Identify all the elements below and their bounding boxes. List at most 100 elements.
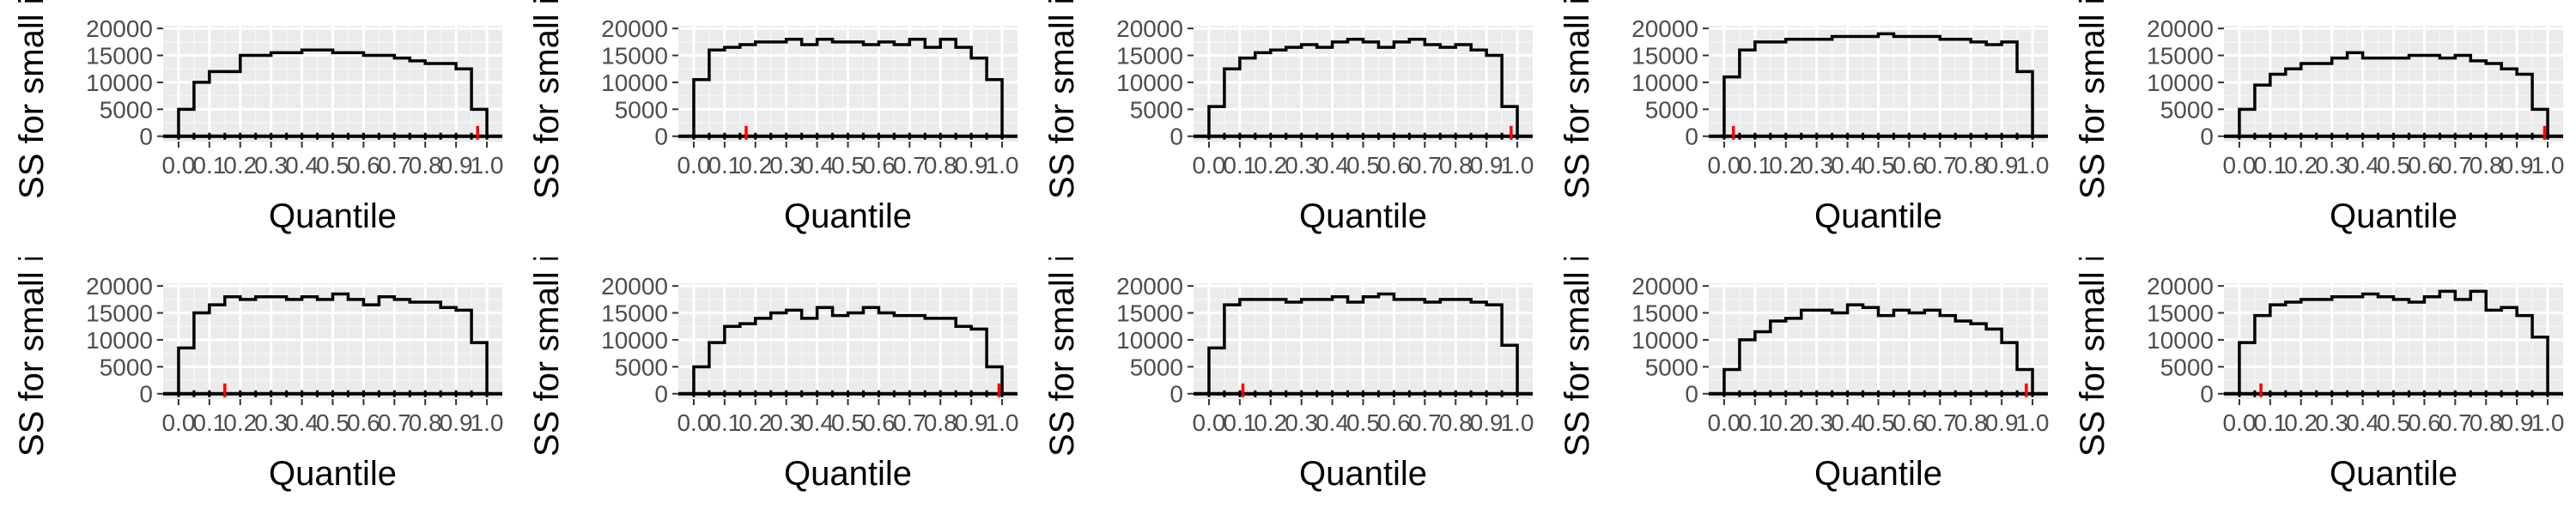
y-tick-label: 0: [1170, 381, 1183, 408]
y-tick-label: 5000: [2160, 354, 2214, 380]
x-tick-label: 0.6: [2408, 152, 2441, 179]
x-tick-label: 0.1: [1223, 409, 1256, 436]
x-tick-label: 0.1: [192, 409, 226, 436]
x-tick-label: 0.3: [254, 409, 288, 436]
x-tick-label: 0.6: [1377, 409, 1411, 436]
x-tick-label: 0.2: [2284, 409, 2318, 436]
y-tick-label: 15000: [1116, 43, 1183, 70]
y-tick-label: 5000: [100, 96, 153, 123]
x-tick-label: 0.4: [1315, 409, 1349, 436]
x-tick-label: 0.7: [378, 409, 411, 436]
x-tick-label: 1.0: [986, 152, 1019, 179]
histogram-svg: 050001000015000200000.00.10.20.30.40.50.…: [1558, 0, 2050, 235]
y-tick-label: 10000: [1116, 327, 1183, 354]
y-axis-title: SS for small int: [2074, 258, 2111, 457]
x-tick-label: 0.4: [285, 409, 319, 436]
x-tick-label: 0.9: [2500, 152, 2534, 179]
x-tick-label: 0.9: [955, 152, 988, 179]
histogram-svg: 050001000015000200000.00.10.20.30.40.50.…: [2074, 258, 2565, 493]
x-tick-label: 0.3: [254, 152, 288, 179]
x-tick-label: 0.5: [1862, 152, 1895, 179]
x-tick-label: 0.8: [924, 409, 957, 436]
x-axis-title: Quantile: [1814, 197, 1942, 235]
x-tick-label: 0.4: [2346, 152, 2379, 179]
x-tick-label: 0.8: [924, 152, 957, 179]
x-tick-label: 0.3: [1800, 409, 1833, 436]
x-tick-label: 0.8: [1954, 409, 1988, 436]
y-tick-label: 20000: [86, 273, 153, 300]
x-tick-label: 0.7: [1408, 152, 1442, 179]
x-tick-label: 0.0: [677, 409, 710, 436]
x-tick-label: 0.7: [1408, 409, 1442, 436]
x-tick-label: 1.0: [986, 409, 1019, 436]
histogram-series: [1207, 292, 1519, 394]
x-tick-label: 0.5: [1862, 409, 1895, 436]
x-tick-label: 0.7: [893, 152, 927, 179]
x-tick-label: 0.7: [893, 409, 927, 436]
y-tick-label: 20000: [2147, 273, 2214, 300]
histogram-panel: 0 5000 10000 15000 20000 0.0 0.1 0.2 0.3 0.4 0.5 0.…: [515, 0, 1030, 258]
x-tick-label: 0.0: [1707, 409, 1741, 436]
histogram-series: [2238, 289, 2549, 394]
x-tick-label: 1.0: [2016, 152, 2050, 179]
x-tick-label: 0.5: [2377, 409, 2410, 436]
x-tick-label: 0.6: [862, 152, 896, 179]
histogram-panel: 0 5000 10000 15000 20000 0.0 0.1 0.2 0.3 0.4 0.5 0.…: [2061, 0, 2576, 258]
y-axis-title: SS for small int: [1043, 258, 1081, 457]
histogram-panel: 0 5000 10000 15000 20000 0.0 0.1 0.2 0.3 0.4 0.5 0.…: [1030, 0, 1546, 258]
x-tick-label: 0.0: [1192, 152, 1225, 179]
y-tick-label: 10000: [86, 327, 153, 354]
x-tick-label: 0.5: [831, 409, 865, 436]
y-tick-label: 0: [654, 124, 668, 150]
y-tick-label: 10000: [2147, 70, 2214, 96]
y-tick-label: 0: [139, 124, 153, 150]
y-axis-title: SS for small int: [2074, 0, 2111, 199]
histogram-panel: 0 5000 10000 15000 20000 0.0 0.1 0.2 0.3 0.4 0.5 0.…: [515, 258, 1030, 515]
histogram-svg: 050001000015000200000.00.10.20.30.40.50.…: [1043, 0, 1534, 235]
x-tick-label: 0.2: [738, 152, 772, 179]
y-tick-label: 0: [1170, 124, 1183, 150]
y-tick-label: 20000: [86, 15, 153, 42]
x-tick-label: 0.0: [161, 409, 195, 436]
y-tick-label: 10000: [601, 327, 668, 354]
x-tick-label: 0.8: [1954, 152, 1988, 179]
y-tick-label: 0: [139, 381, 153, 408]
y-tick-label: 0: [1685, 124, 1698, 150]
x-tick-label: 0.0: [1192, 409, 1225, 436]
y-tick-label: 5000: [615, 96, 668, 123]
x-tick-label: 0.8: [409, 409, 442, 436]
x-axis-title: Quantile: [269, 197, 397, 235]
x-tick-label: 0.0: [161, 152, 195, 179]
histogram-svg: 050001000015000200000.00.10.20.30.40.50.…: [528, 0, 1019, 235]
x-axis-title: Quantile: [269, 455, 397, 493]
x-tick-label: 0.7: [2439, 152, 2472, 179]
x-tick-label: 0.0: [677, 152, 710, 179]
x-tick-label: 0.6: [1377, 152, 1411, 179]
x-axis-title: Quantile: [2330, 197, 2458, 235]
x-tick-label: 0.5: [1346, 409, 1380, 436]
x-tick-label: 0.1: [1738, 152, 1771, 179]
y-tick-label: 15000: [601, 43, 668, 70]
x-tick-label: 0.6: [1893, 152, 1926, 179]
histogram-svg: 050001000015000200000.00.10.20.30.40.50.…: [13, 0, 504, 235]
x-tick-label: 0.9: [1470, 409, 1504, 436]
x-axis-title: Quantile: [784, 197, 912, 235]
y-tick-label: 5000: [615, 354, 668, 380]
x-tick-label: 0.4: [1315, 152, 1349, 179]
y-tick-label: 5000: [1130, 354, 1183, 380]
histogram-series: [1207, 37, 1519, 136]
histogram-series: [1722, 32, 2034, 136]
y-tick-label: 15000: [1631, 43, 1698, 70]
x-tick-label: 0.4: [2346, 409, 2379, 436]
y-tick-label: 10000: [1631, 327, 1698, 354]
x-tick-label: 0.2: [738, 409, 772, 436]
x-tick-label: 0.8: [2470, 152, 2503, 179]
x-tick-label: 0.6: [2408, 409, 2441, 436]
x-axis-title: Quantile: [2330, 455, 2458, 493]
histogram-svg: 050001000015000200000.00.10.20.30.40.50.…: [13, 258, 504, 493]
x-tick-label: 0.1: [708, 152, 741, 179]
y-tick-label: 10000: [2147, 327, 2214, 354]
x-tick-label: 0.3: [1285, 152, 1318, 179]
x-tick-label: 0.7: [1923, 152, 1957, 179]
x-tick-label: 0.2: [1254, 409, 1287, 436]
